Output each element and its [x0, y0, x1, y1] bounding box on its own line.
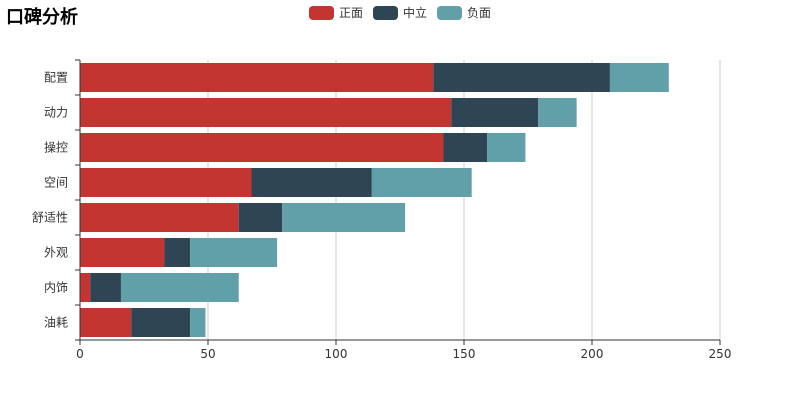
- bar-正面: [80, 63, 434, 92]
- bar-负面: [538, 98, 577, 127]
- bar-正面: [80, 308, 132, 337]
- bar-负面: [190, 238, 278, 267]
- legend-label: 中立: [403, 6, 428, 20]
- bar-负面: [487, 133, 526, 162]
- y-tick-label: 操控: [44, 140, 68, 155]
- x-tick-label: 0: [76, 347, 84, 361]
- legend: 正面 中立 负面: [309, 4, 491, 21]
- y-tick-label: 外观: [44, 246, 68, 260]
- x-tick-label: 50: [200, 347, 215, 361]
- legend-label: 负面: [467, 6, 492, 20]
- legend-label: 正面: [339, 6, 364, 20]
- chart-title: 口碑分析: [6, 7, 78, 28]
- x-tick-label: 100: [325, 347, 348, 361]
- y-tick-label: 配置: [44, 71, 68, 85]
- y-tick-label: 空间: [44, 176, 68, 190]
- legend-item-negative[interactable]: 负面: [437, 4, 491, 21]
- legend-swatch: [373, 5, 399, 20]
- y-tick-label: 油耗: [44, 316, 68, 330]
- bar-负面: [371, 168, 472, 197]
- bar-中立: [433, 63, 610, 92]
- legend-swatch: [309, 5, 334, 20]
- bar-正面: [80, 273, 91, 302]
- bar-中立: [90, 273, 121, 302]
- bar-正面: [80, 133, 444, 162]
- y-tick-label: 舒适性: [32, 211, 68, 225]
- bar-中立: [131, 308, 191, 337]
- bar-中立: [443, 133, 488, 162]
- y-tick-label: 内饰: [44, 281, 68, 295]
- y-tick-label: 动力: [44, 106, 68, 120]
- bar-正面: [80, 203, 239, 232]
- bar-中立: [164, 238, 191, 267]
- x-tick-label: 150: [453, 347, 476, 361]
- legend-item-neutral[interactable]: 中立: [373, 4, 427, 21]
- legend-item-positive[interactable]: 正面: [309, 4, 363, 21]
- bar-正面: [80, 238, 165, 267]
- x-tick-label: 200: [581, 347, 604, 361]
- bar-负面: [120, 273, 239, 302]
- bar-负面: [282, 203, 406, 232]
- bar-负面: [190, 308, 206, 337]
- legend-swatch: [437, 5, 463, 20]
- bar-中立: [251, 168, 372, 197]
- bar-中立: [238, 203, 283, 232]
- x-tick-label: 250: [709, 347, 732, 361]
- bar-正面: [80, 168, 252, 197]
- bar-中立: [451, 98, 539, 127]
- bar-负面: [609, 63, 669, 92]
- bar-正面: [80, 98, 452, 127]
